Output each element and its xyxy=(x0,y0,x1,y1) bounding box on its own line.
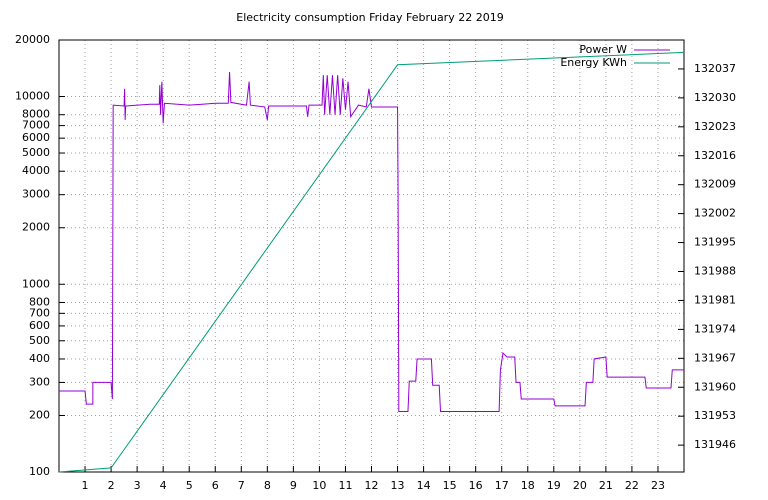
x-tick-label: 19 xyxy=(547,479,561,492)
x-tick-label: 17 xyxy=(495,479,509,492)
y-tick-label: 300 xyxy=(29,375,50,388)
y2-tick-label: 131981 xyxy=(694,293,736,306)
x-tick-label: 22 xyxy=(625,479,639,492)
y-tick-label: 600 xyxy=(29,319,50,332)
legend-label: Power W xyxy=(579,43,627,56)
x-tick-label: 20 xyxy=(573,479,587,492)
x-tick-label: 7 xyxy=(238,479,245,492)
y-tick-label: 7000 xyxy=(22,119,50,132)
x-tick-label: 6 xyxy=(212,479,219,492)
y-tick-label: 6000 xyxy=(22,131,50,144)
series-line xyxy=(58,51,685,473)
y2-tick-label: 132030 xyxy=(694,91,736,104)
y2-tick-label: 131988 xyxy=(694,265,736,278)
y-tick-label: 100 xyxy=(29,465,50,478)
y2-tick-label: 131995 xyxy=(694,236,736,249)
chart-title: Electricity consumption Friday February … xyxy=(236,11,503,24)
y-tick-label: 20000 xyxy=(15,33,50,46)
y-tick-label: 5000 xyxy=(22,146,50,159)
y-tick-label: 8000 xyxy=(22,108,50,121)
x-tick-label: 12 xyxy=(365,479,379,492)
x-tick-label: 8 xyxy=(264,479,271,492)
x-tick-label: 10 xyxy=(312,479,326,492)
y-tick-label: 2000 xyxy=(22,221,50,234)
series-line xyxy=(59,72,684,413)
x-tick-label: 18 xyxy=(521,479,535,492)
plot-border xyxy=(58,39,685,473)
y-tick-label: 1000 xyxy=(22,277,50,290)
x-tick-label: 11 xyxy=(338,479,352,492)
y2-tick-label: 132037 xyxy=(694,62,736,75)
y-tick-label: 800 xyxy=(29,295,50,308)
x-tick-label: 5 xyxy=(186,479,193,492)
y-tick-label: 700 xyxy=(29,306,50,319)
x-tick-label: 3 xyxy=(134,479,141,492)
x-tick-label: 14 xyxy=(417,479,431,492)
y-tick-label: 10000 xyxy=(15,90,50,103)
y-tick-label: 400 xyxy=(29,352,50,365)
x-tick-label: 9 xyxy=(290,479,297,492)
x-tick-label: 2 xyxy=(108,479,115,492)
y-tick-label: 4000 xyxy=(22,164,50,177)
y2-tick-label: 132009 xyxy=(694,178,736,191)
y2-tick-label: 131960 xyxy=(694,380,736,393)
y2-tick-label: 131967 xyxy=(694,351,736,364)
x-tick-label: 1 xyxy=(82,479,89,492)
y2-tick-label: 132016 xyxy=(694,149,736,162)
y2-tick-label: 132002 xyxy=(694,207,736,220)
x-tick-label: 23 xyxy=(651,479,665,492)
y2-tick-label: 131946 xyxy=(694,438,736,451)
x-tick-label: 13 xyxy=(391,479,405,492)
x-tick-label: 15 xyxy=(443,479,457,492)
y2-tick-label: 131953 xyxy=(694,409,736,422)
x-tick-label: 4 xyxy=(160,479,167,492)
y-tick-label: 3000 xyxy=(22,188,50,201)
y-tick-label: 500 xyxy=(29,334,50,347)
y2-tick-label: 131974 xyxy=(694,322,736,335)
x-tick-label: 21 xyxy=(599,479,613,492)
y-tick-label: 200 xyxy=(29,408,50,421)
x-tick-label: 16 xyxy=(469,479,483,492)
y2-tick-label: 132023 xyxy=(694,120,736,133)
legend-label: Energy KWh xyxy=(560,56,627,69)
